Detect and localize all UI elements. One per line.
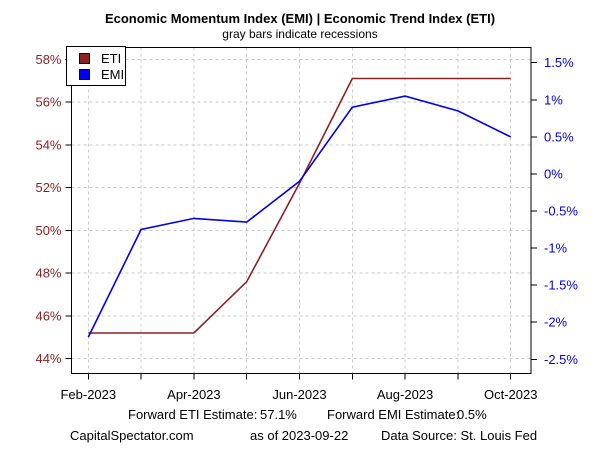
right-axis-labels: 1.5% 1% 0.5% 0% -0.5% -1% -1.5% -2% -2.5% bbox=[544, 55, 578, 367]
svg-text:Aug-2023: Aug-2023 bbox=[377, 387, 433, 402]
svg-text:1%: 1% bbox=[544, 92, 563, 107]
chart-subtitle: gray bars indicate recessions bbox=[222, 27, 378, 41]
svg-text:52%: 52% bbox=[35, 180, 61, 195]
legend-label-eti: ETI bbox=[101, 50, 122, 66]
svg-text:44%: 44% bbox=[35, 351, 61, 366]
eti-swatch-icon bbox=[79, 52, 90, 64]
plot-border bbox=[71, 47, 532, 374]
svg-text:56%: 56% bbox=[35, 95, 61, 110]
legend-label-emi: EMI bbox=[101, 66, 125, 82]
svg-text:Feb-2023: Feb-2023 bbox=[60, 387, 116, 402]
svg-text:1.5%: 1.5% bbox=[544, 55, 574, 70]
forward-eti-label: Forward ETI Estimate: bbox=[128, 407, 258, 422]
svg-text:-1.5%: -1.5% bbox=[544, 278, 578, 293]
svg-text:Apr-2023: Apr-2023 bbox=[167, 387, 220, 402]
svg-text:54%: 54% bbox=[35, 137, 61, 152]
as-of-date: as of 2023-09-22 bbox=[250, 428, 349, 443]
left-axis-labels: 58% 56% 54% 52% 50% 48% 46% 44% bbox=[35, 52, 61, 366]
chart-title: Economic Momentum Index (EMI) | Economic… bbox=[104, 11, 496, 26]
svg-text:Jun-2023: Jun-2023 bbox=[272, 387, 326, 402]
site-credit: CapitalSpectator.com bbox=[70, 428, 194, 443]
forward-emi-value: 0.5% bbox=[457, 407, 487, 422]
svg-text:0%: 0% bbox=[544, 166, 563, 181]
svg-text:-0.5%: -0.5% bbox=[544, 204, 578, 219]
axis-ticks bbox=[65, 58, 537, 380]
emi-line bbox=[87, 95, 512, 338]
svg-text:Oct-2023: Oct-2023 bbox=[484, 387, 537, 402]
svg-text:50%: 50% bbox=[35, 223, 61, 238]
emi-swatch-icon bbox=[79, 68, 90, 80]
svg-text:46%: 46% bbox=[35, 308, 61, 323]
legend-item-eti: ETI bbox=[79, 52, 125, 65]
forward-emi-label: Forward EMI Estimate: bbox=[327, 407, 460, 422]
data-source: Data Source: St. Louis Fed bbox=[381, 428, 538, 443]
eti-line bbox=[88, 77, 511, 334]
svg-text:-1%: -1% bbox=[544, 241, 568, 256]
legend-item-emi: EMI bbox=[79, 68, 125, 81]
svg-text:0.5%: 0.5% bbox=[544, 129, 574, 144]
svg-text:-2.5%: -2.5% bbox=[544, 352, 578, 367]
svg-text:-2%: -2% bbox=[544, 315, 568, 330]
grid-vertical bbox=[87, 47, 512, 374]
grid-horizontal bbox=[71, 58, 531, 360]
svg-text:58%: 58% bbox=[35, 52, 61, 67]
svg-text:48%: 48% bbox=[35, 266, 61, 281]
legend: ETI EMI bbox=[66, 46, 126, 86]
x-axis-labels: Feb-2023 Apr-2023 Jun-2023 Aug-2023 Oct-2023 bbox=[60, 387, 537, 402]
forward-eti-value: 57.1% bbox=[260, 407, 297, 422]
